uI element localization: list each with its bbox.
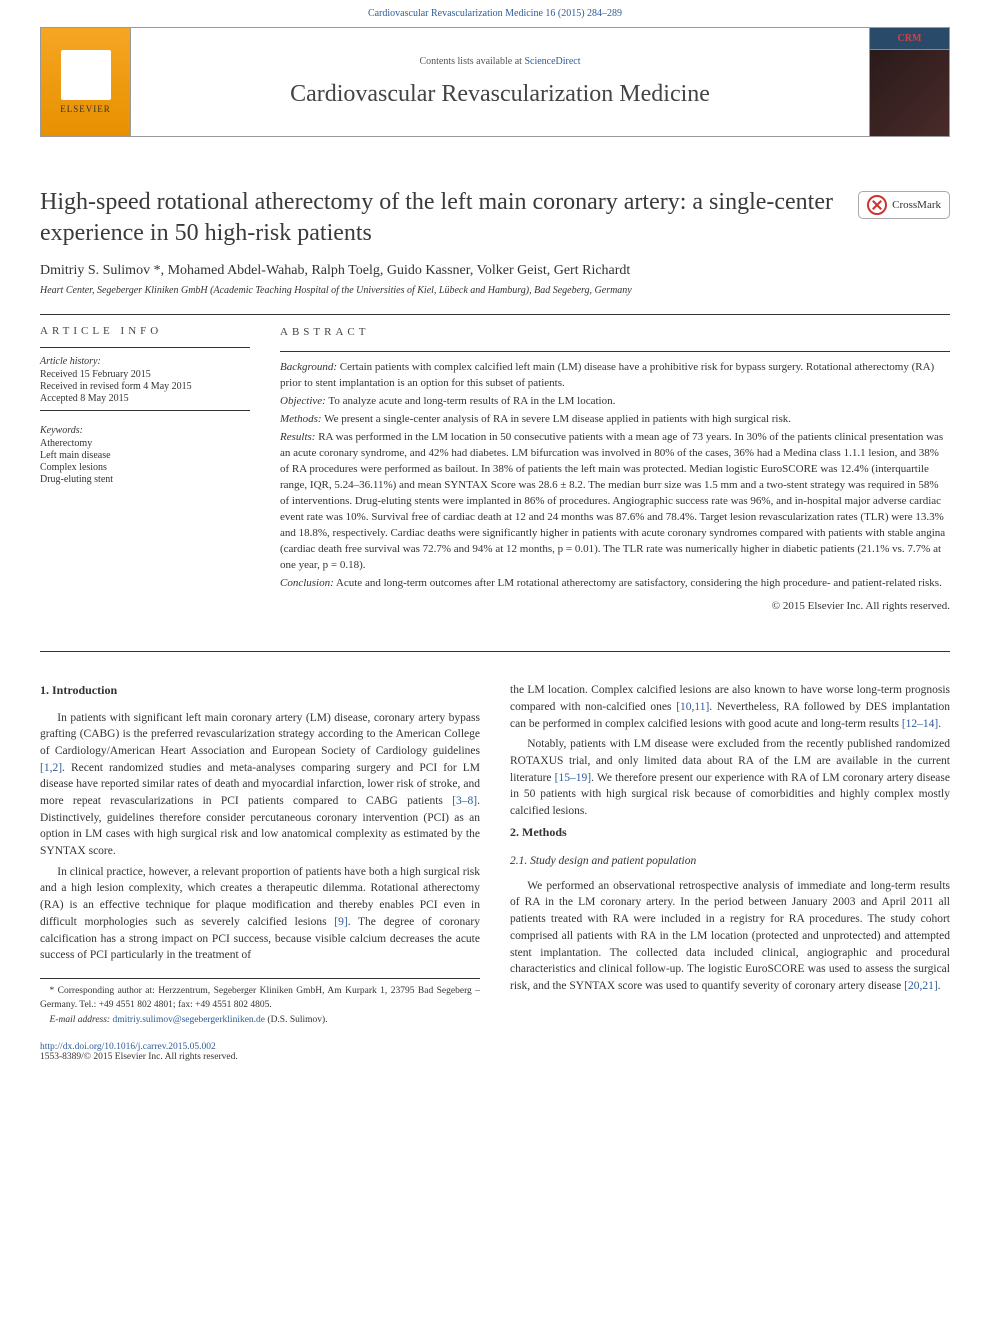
contents-prefix: Contents lists available at — [419, 56, 524, 67]
keyword: Complex lesions — [40, 462, 250, 473]
issn-copyright: 1553-8389/© 2015 Elsevier Inc. All right… — [40, 1052, 238, 1062]
elsevier-tree-icon — [61, 50, 111, 100]
cover-image-icon — [870, 50, 949, 136]
keyword: Atherectomy — [40, 438, 250, 449]
footnotes: * Corresponding author at: Herzzentrum, … — [40, 978, 480, 1028]
intro-heading: 1. Introduction — [40, 682, 480, 699]
keyword: Drug-eluting stent — [40, 474, 250, 485]
abstract-heading: abstract — [280, 325, 950, 341]
email-footnote: E-mail address: dmitriy.sulimov@segeberg… — [40, 1014, 480, 1028]
header-center: Contents lists available at ScienceDirec… — [131, 46, 869, 118]
abstract-con-label: Conclusion: — [280, 577, 334, 589]
footer-bar: http://dx.doi.org/10.1016/j.carrev.2015.… — [40, 1042, 950, 1062]
elsevier-label: ELSEVIER — [60, 104, 111, 114]
article-title: High-speed rotational atherectomy of the… — [40, 187, 838, 249]
abstract-con-text: Acute and long-term outcomes after LM ro… — [334, 577, 942, 589]
abstract-obj-label: Objective: — [280, 395, 326, 407]
history-accepted: Accepted 8 May 2015 — [40, 393, 250, 404]
info-divider — [40, 410, 250, 411]
history-heading: Article history: — [40, 356, 250, 367]
intro-paragraph: In clinical practice, however, a relevan… — [40, 864, 480, 964]
ref-link[interactable]: [20,21] — [904, 980, 938, 992]
abstract-meth-text: We present a single-center analysis of R… — [322, 413, 791, 425]
info-divider — [280, 351, 950, 352]
keyword: Left main disease — [40, 450, 250, 461]
abstract-bg-label: Background: — [280, 361, 337, 373]
abstract-obj-text: To analyze acute and long-term results o… — [326, 395, 616, 407]
body-paragraph: Notably, patients with LM disease were e… — [510, 736, 950, 819]
cover-badge: CRM — [870, 28, 949, 50]
abstract-res-text: RA was performed in the LM location in 5… — [280, 431, 945, 571]
contents-available-line: Contents lists available at ScienceDirec… — [141, 56, 859, 67]
info-divider — [40, 347, 250, 348]
ref-link[interactable]: [15–19] — [555, 772, 591, 784]
crossmark-icon — [867, 195, 887, 215]
journal-ref-link[interactable]: Cardiovascular Revascularization Medicin… — [368, 8, 622, 19]
keywords-heading: Keywords: — [40, 425, 250, 436]
methods-heading: 2. Methods — [510, 824, 950, 841]
journal-reference-top: Cardiovascular Revascularization Medicin… — [0, 0, 990, 27]
abstract-bg-text: Certain patients with complex calcified … — [280, 361, 934, 389]
elsevier-logo: ELSEVIER — [41, 28, 131, 136]
journal-header: ELSEVIER Contents lists available at Sci… — [40, 27, 950, 137]
journal-name: Cardiovascular Revascularization Medicin… — [141, 81, 859, 108]
body-continuation: the LM location. Complex calcified lesio… — [510, 682, 950, 732]
methods-subheading: 2.1. Study design and patient population — [510, 853, 950, 870]
ref-link[interactable]: [10,11] — [676, 701, 709, 713]
body-columns: 1. Introduction In patients with signifi… — [40, 682, 950, 1028]
email-link[interactable]: dmitriy.sulimov@segebergerkliniken.de — [112, 1015, 265, 1025]
history-revised: Received in revised form 4 May 2015 — [40, 381, 250, 392]
ref-link[interactable]: [3–8] — [452, 795, 477, 807]
intro-paragraph: In patients with significant left main c… — [40, 710, 480, 860]
history-received: Received 15 February 2015 — [40, 369, 250, 380]
journal-cover-thumb: CRM — [869, 28, 949, 136]
ref-link[interactable]: [12–14] — [902, 718, 938, 730]
ref-link[interactable]: [9] — [334, 916, 347, 928]
abstract-meth-label: Methods: — [280, 413, 322, 425]
crossmark-badge[interactable]: CrossMark — [858, 191, 950, 219]
divider — [40, 651, 950, 652]
article-info-block: article info Article history: Received 1… — [40, 325, 250, 615]
article-info-heading: article info — [40, 325, 250, 337]
abstract-copyright: © 2015 Elsevier Inc. All rights reserved… — [280, 599, 950, 615]
doi-link[interactable]: http://dx.doi.org/10.1016/j.carrev.2015.… — [40, 1042, 216, 1052]
sciencedirect-link[interactable]: ScienceDirect — [524, 56, 580, 67]
ref-link[interactable]: [1,2] — [40, 762, 62, 774]
authors-list: Dmitriy S. Sulimov *, Mohamed Abdel-Waha… — [40, 263, 950, 279]
methods-paragraph: We performed an observational retrospect… — [510, 878, 950, 995]
abstract-block: abstract Background: Certain patients wi… — [280, 325, 950, 615]
corresponding-author-footnote: * Corresponding author at: Herzzentrum, … — [40, 985, 480, 1013]
affiliation: Heart Center, Segeberger Kliniken GmbH (… — [40, 285, 950, 296]
crossmark-label: CrossMark — [892, 199, 941, 211]
abstract-res-label: Results: — [280, 431, 315, 443]
